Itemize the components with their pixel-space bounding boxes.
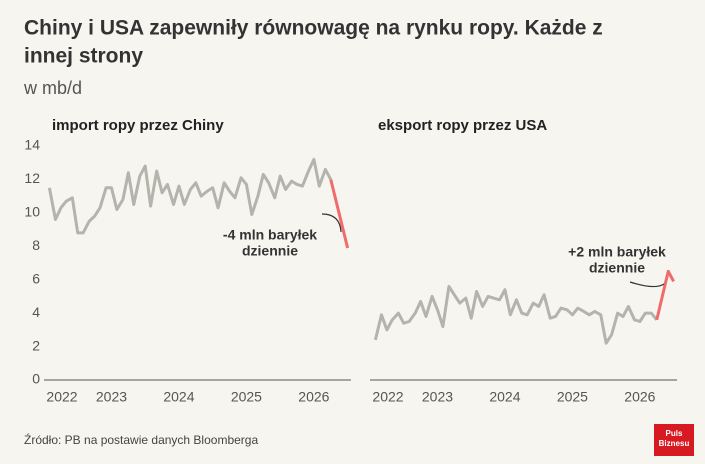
annotation-arrow [321, 213, 342, 233]
chart-title: innej strony [24, 45, 143, 68]
chart-title: Chiny i USA zapewniły równowagę na rynku… [24, 17, 603, 40]
logo [654, 424, 694, 456]
y-tick-label: 8 [32, 237, 40, 253]
y-tick-label: 6 [32, 270, 40, 286]
x-tick-label: 2023 [422, 389, 453, 405]
line [655, 269, 675, 321]
x-tick-label: 2025 [557, 389, 588, 405]
y-tick-label: 14 [24, 137, 40, 153]
annotation: dziennie [589, 260, 645, 276]
line [329, 179, 350, 249]
y-tick-label: 4 [32, 304, 40, 320]
x-tick-label: 2022 [372, 389, 403, 405]
y-tick-label: 2 [32, 337, 40, 353]
x-tick-label: 2023 [96, 389, 127, 405]
logo-text: Biznesu [659, 439, 690, 448]
x-tick-label: 2025 [231, 389, 262, 405]
annotation: +2 mln baryłek [568, 244, 666, 260]
line [47, 157, 333, 235]
x-tick-label: 2024 [489, 389, 520, 405]
x-tick-label: 2024 [163, 389, 194, 405]
x-tick-label: 2026 [624, 389, 655, 405]
source: Źródło: PB na postawie danych Bloomberga [24, 432, 258, 447]
subtitle: w mb/d [23, 78, 82, 98]
annotation: dziennie [242, 243, 298, 259]
y-tick-label: 10 [24, 204, 40, 220]
line [373, 284, 658, 345]
x-tick-label: 2022 [46, 389, 77, 405]
logo-text: Puls [666, 429, 683, 438]
panel-title: import ropy przez Chiny [52, 117, 224, 134]
annotation-arrow [629, 281, 665, 288]
panel-title: eksport ropy przez USA [378, 117, 547, 134]
y-tick-label: 12 [24, 170, 40, 186]
annotation: -4 mln baryłek [223, 227, 317, 243]
y-tick-label: 0 [32, 371, 40, 387]
x-tick-label: 2026 [298, 389, 329, 405]
